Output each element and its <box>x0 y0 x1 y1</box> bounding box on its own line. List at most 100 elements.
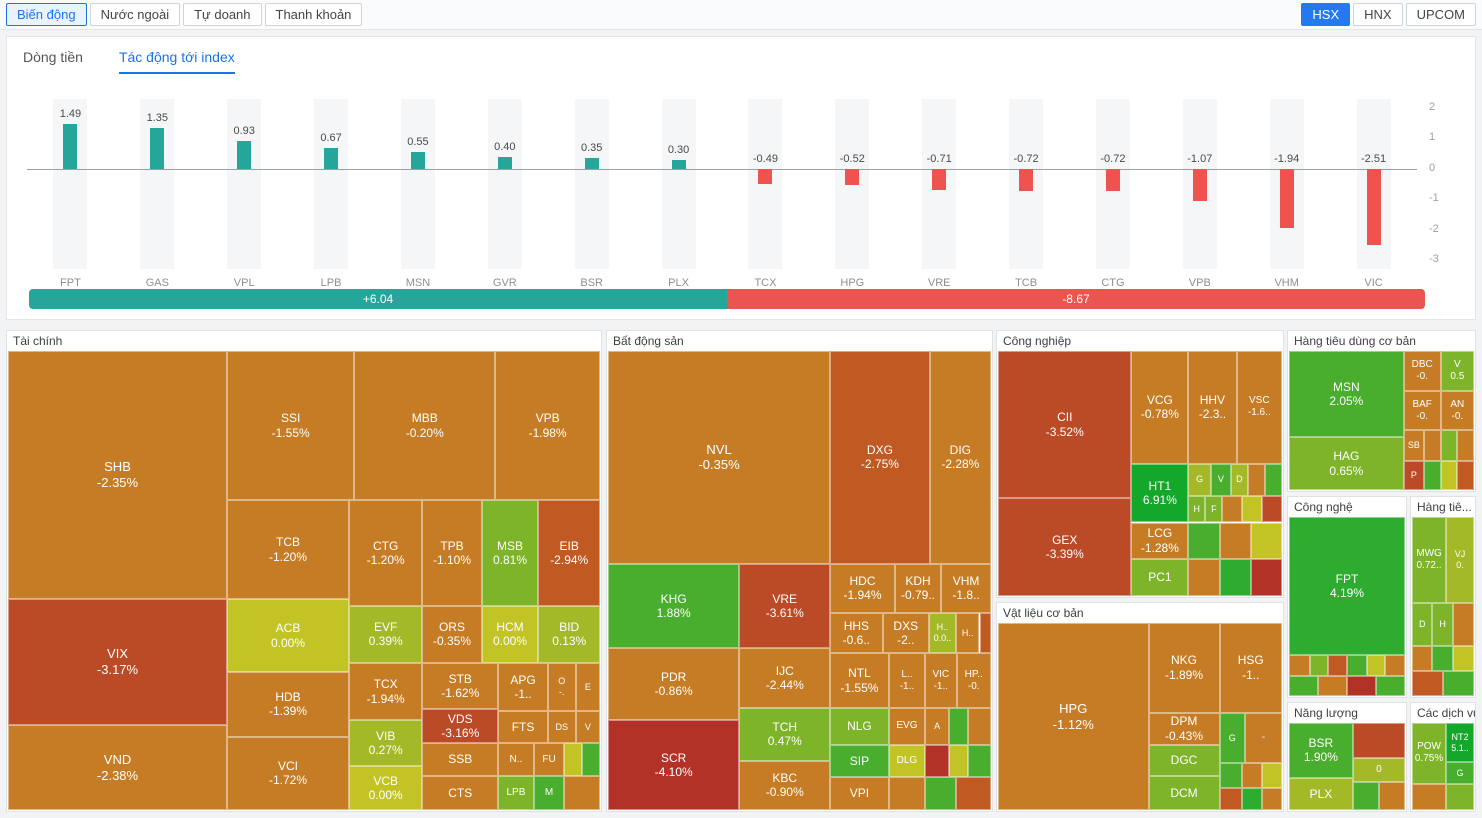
treemap-cell-DS[interactable]: DS <box>547 711 576 744</box>
treemap-cell[interactable] <box>949 744 969 777</box>
treemap-cell-O[interactable]: O -. <box>547 663 576 712</box>
tab-upcom[interactable]: UPCOM <box>1405 2 1476 27</box>
treemap-cell-MSB[interactable]: MSB 0.81% <box>481 500 539 606</box>
treemap-cell-IJC[interactable]: IJC -2.44% <box>739 648 831 709</box>
treemap-cell[interactable] <box>1219 763 1243 788</box>
chart-bar-TCB[interactable] <box>1019 168 1034 191</box>
treemap-cell-F[interactable]: F <box>1205 495 1223 523</box>
treemap-cell[interactable] <box>1376 676 1405 696</box>
treemap-cell-SSI[interactable]: SSI -1.55% <box>227 351 355 501</box>
treemap-cell[interactable] <box>955 776 991 810</box>
tab-bien-dong[interactable]: Biến động <box>6 2 87 27</box>
treemap-cell-APG[interactable]: APG -1.. <box>498 663 548 712</box>
treemap-cell[interactable] <box>1222 495 1243 523</box>
treemap-cell-HP..[interactable]: HP.. -0. <box>956 653 991 709</box>
treemap-cell-VJ[interactable]: VJ 0. <box>1446 517 1474 603</box>
chart-bar-CTG[interactable] <box>1105 168 1120 191</box>
treemap-cell-G[interactable]: G <box>1446 762 1474 784</box>
treemap-cell-AN[interactable]: AN -0. <box>1440 391 1474 431</box>
treemap-cell[interactable] <box>1385 654 1405 677</box>
treemap-cell-ORS[interactable]: ORS -0.35% <box>422 605 482 664</box>
treemap-cell[interactable] <box>1457 460 1474 490</box>
chart-bar-VRE[interactable] <box>932 168 947 191</box>
treemap-cell[interactable] <box>1289 676 1318 696</box>
treemap-cell-TPB[interactable]: TPB -1.10% <box>422 500 482 606</box>
tab-hnx[interactable]: HNX <box>1353 2 1403 27</box>
treemap-cell[interactable] <box>1318 676 1347 696</box>
treemap-cell-BAF[interactable]: BAF -0. <box>1403 391 1441 431</box>
treemap-cell-DLG[interactable]: DLG <box>888 744 926 777</box>
treemap-cell[interactable] <box>1412 783 1447 810</box>
chart-bar-GAS[interactable] <box>150 127 165 169</box>
treemap-cell-FPT[interactable]: FPT 4.19% <box>1289 517 1405 655</box>
chart-bar-HPG[interactable] <box>845 168 860 185</box>
treemap-cell[interactable] <box>968 708 991 745</box>
treemap-cell-LCG[interactable]: LCG -1.28% <box>1131 522 1189 560</box>
treemap-cell-HCM[interactable]: HCM 0.00% <box>481 605 539 664</box>
treemap-cell-H..[interactable]: H.. 0.0.. <box>928 612 956 654</box>
treemap-cell-FU[interactable]: FU <box>533 743 565 776</box>
treemap-cell[interactable] <box>968 744 991 777</box>
tab-dong-tien[interactable]: Dòng tiền <box>23 49 83 65</box>
treemap-cell-VIX[interactable]: VIX -3.17% <box>8 598 228 726</box>
treemap-cell[interactable] <box>1242 763 1263 788</box>
treemap-cell-PLX[interactable]: PLX <box>1289 777 1353 810</box>
treemap-cell[interactable] <box>1457 430 1474 461</box>
treemap-cell[interactable] <box>1352 782 1380 810</box>
treemap-cell-V[interactable]: V 0.5 <box>1440 351 1474 392</box>
treemap-cell-V[interactable]: V <box>575 711 600 744</box>
treemap-cell-H[interactable]: H <box>1188 495 1206 523</box>
treemap-cell[interactable] <box>1264 463 1282 496</box>
tab-hsx[interactable]: HSX <box>1301 2 1351 27</box>
treemap-cell[interactable] <box>888 776 926 810</box>
treemap-cell[interactable] <box>1412 670 1443 696</box>
treemap-cell-VDS[interactable]: VDS -3.16% <box>422 709 499 744</box>
treemap-cell-G[interactable]: G <box>1188 463 1211 496</box>
treemap-cell-CTG[interactable]: CTG -1.20% <box>348 500 423 606</box>
treemap-cell-CTS[interactable]: CTS <box>422 775 499 810</box>
treemap-cell-G[interactable]: G <box>1219 712 1246 764</box>
treemap-cell-VHM[interactable]: VHM -1.8.. <box>941 563 991 613</box>
chart-bar-VPB[interactable] <box>1192 168 1207 202</box>
treemap-cell[interactable] <box>925 744 950 777</box>
treemap-cell-DBC[interactable]: DBC -0. <box>1403 351 1441 392</box>
treemap-cell[interactable] <box>1440 430 1458 461</box>
treemap-cell-VRE[interactable]: VRE -3.61% <box>739 563 831 649</box>
treemap-cell-HAG[interactable]: HAG 0.65% <box>1289 437 1404 490</box>
tab-thanh-khoan[interactable]: Thanh khoản <box>264 2 363 27</box>
chart-bar-BSR[interactable] <box>584 158 599 169</box>
treemap-cell-NT2[interactable]: NT2 5.1.. <box>1446 723 1474 763</box>
treemap-cell[interactable] <box>1262 787 1282 810</box>
treemap-cell-MWG[interactable]: MWG 0.72.. <box>1412 517 1447 603</box>
chart-bar-LPB[interactable] <box>324 148 339 169</box>
treemap-cell-POW[interactable]: POW 0.75% <box>1412 723 1447 784</box>
treemap-cell-SB[interactable]: SB <box>1403 430 1425 461</box>
treemap-cell[interactable] <box>582 743 600 776</box>
treemap-cell-GEX[interactable]: GEX -3.39% <box>998 498 1132 596</box>
treemap-cell[interactable] <box>1347 676 1376 696</box>
treemap-cell-HHV[interactable]: HHV -2.3.. <box>1188 351 1237 464</box>
treemap-cell-D[interactable]: D <box>1230 463 1248 496</box>
treemap-cell-BSR[interactable]: BSR 1.90% <box>1289 723 1353 778</box>
treemap-cell-EVF[interactable]: EVF 0.39% <box>348 605 423 664</box>
treemap-cell-VCB[interactable]: VCB 0.00% <box>348 766 423 810</box>
treemap-cell-M[interactable]: M <box>533 775 565 810</box>
treemap-cell-NVL[interactable]: NVL -0.35% <box>608 351 831 564</box>
treemap-cell-VND[interactable]: VND -2.38% <box>8 725 228 810</box>
treemap-cell-VSC[interactable]: VSC -1.6.. <box>1236 351 1282 464</box>
treemap-cell-HDB[interactable]: HDB -1.39% <box>227 672 349 737</box>
treemap-cell-MSN[interactable]: MSN 2.05% <box>1289 351 1404 438</box>
treemap-cell[interactable] <box>1328 654 1347 677</box>
treemap-cell-L..[interactable]: L.. -1.. <box>888 653 926 709</box>
treemap-cell[interactable] <box>1250 522 1282 560</box>
treemap-cell[interactable] <box>1262 495 1282 523</box>
chart-bar-VIC[interactable] <box>1366 168 1381 245</box>
treemap-cell[interactable] <box>1188 559 1220 596</box>
treemap-cell[interactable] <box>1219 787 1243 810</box>
treemap-cell-VPB[interactable]: VPB -1.98% <box>495 351 600 501</box>
tab-tu-doanh[interactable]: Tự doanh <box>183 2 262 27</box>
treemap-cell[interactable] <box>1247 463 1265 496</box>
treemap-cell[interactable] <box>1352 723 1405 758</box>
treemap-cell[interactable] <box>1219 522 1251 560</box>
treemap-cell-BID[interactable]: BID 0.13% <box>538 605 600 664</box>
